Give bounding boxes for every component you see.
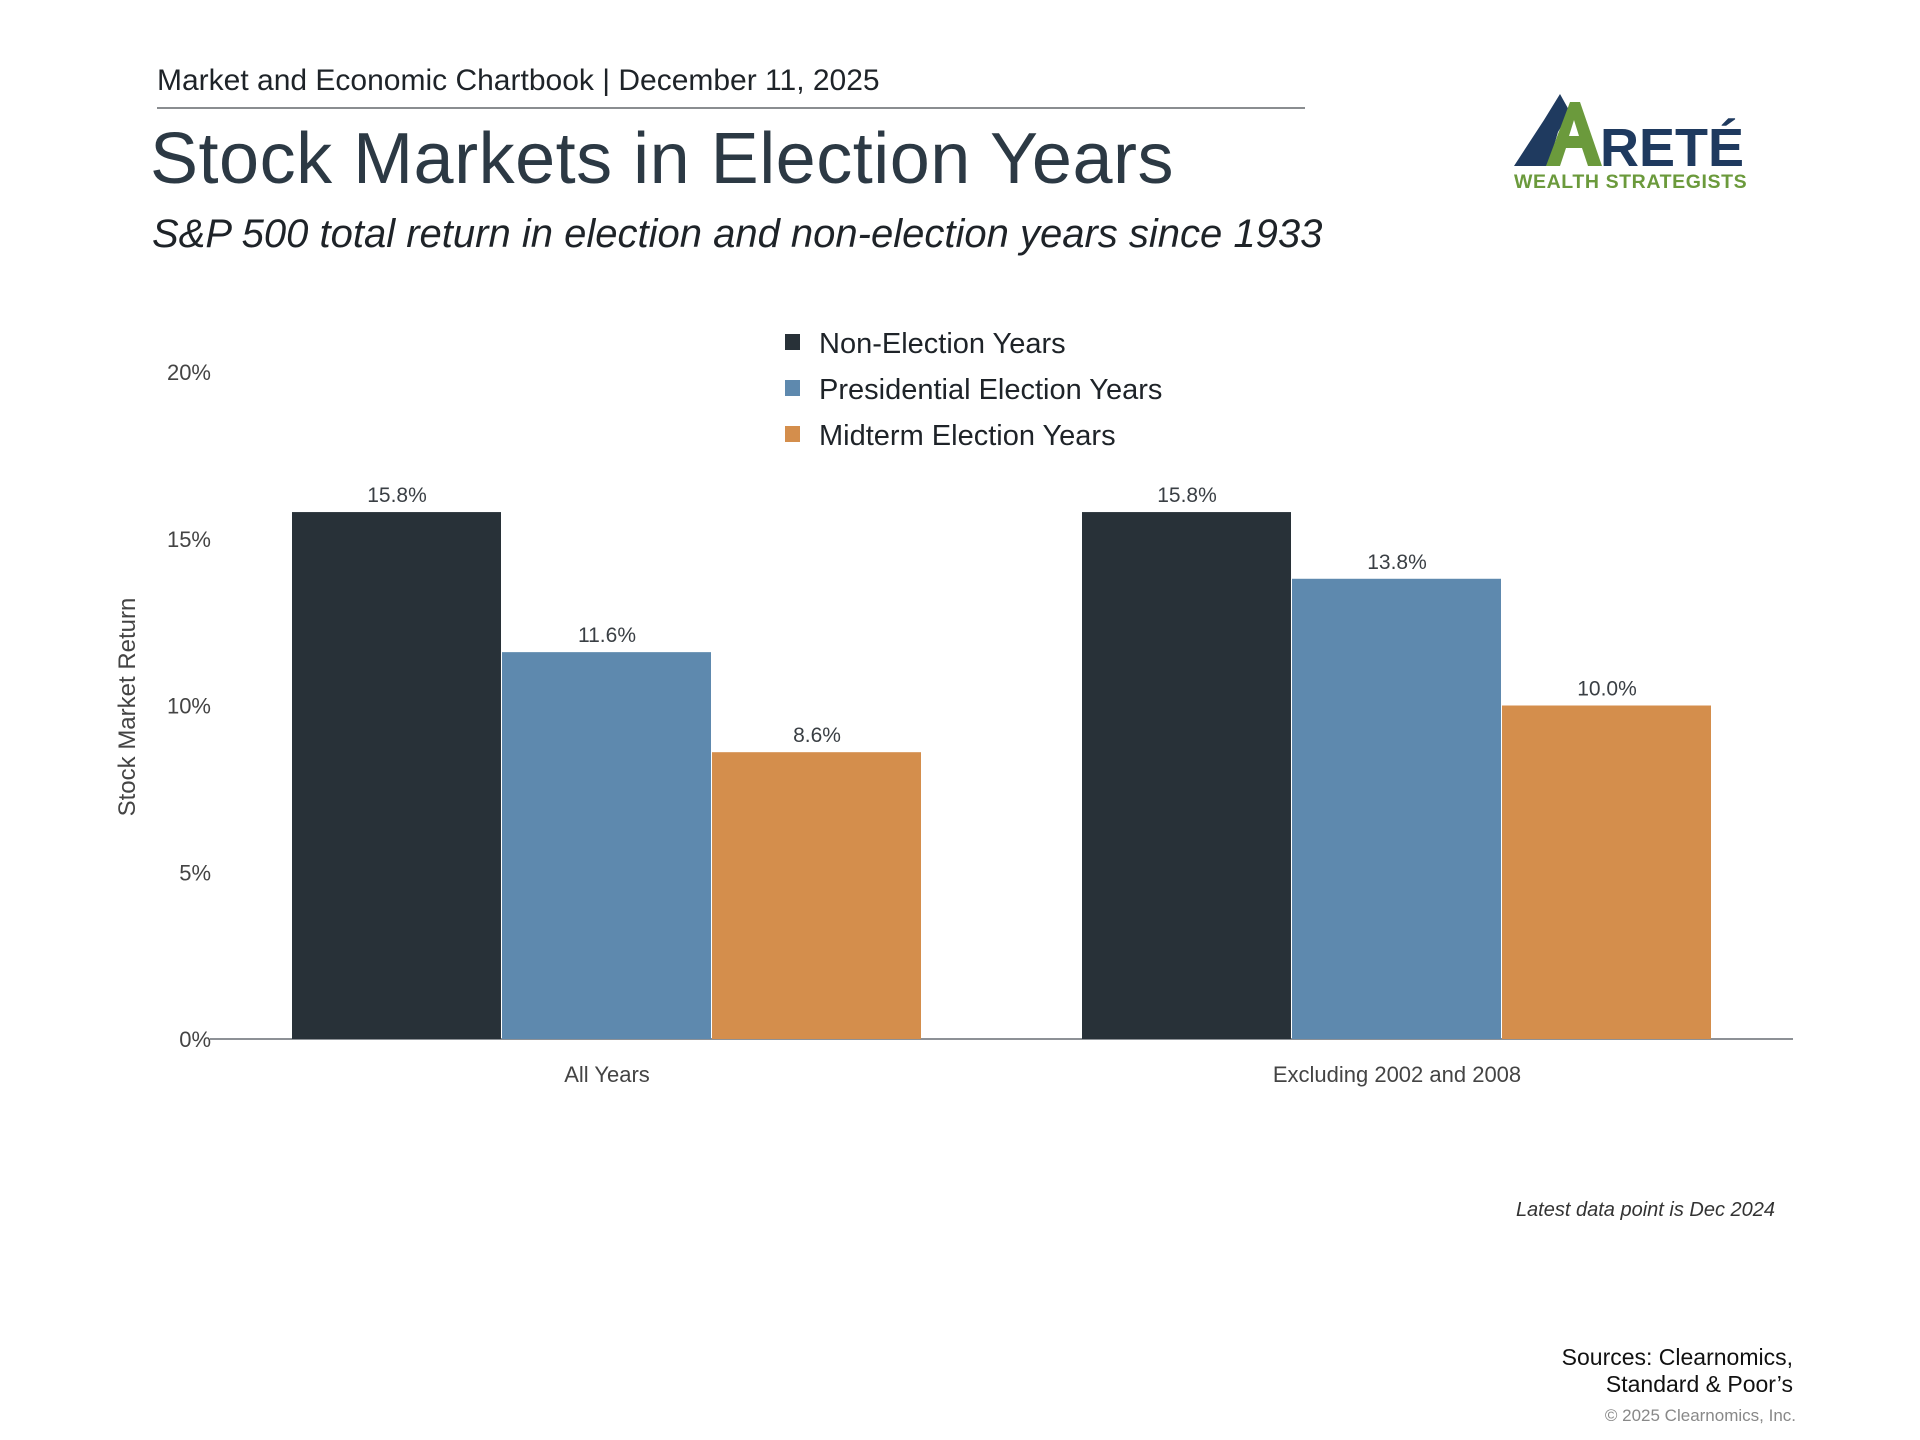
copyright: © 2025 Clearnomics, Inc. [1604, 1406, 1796, 1425]
logo-tagline: WEALTH STRATEGISTS [1514, 171, 1747, 193]
legend-label: Non-Election Years [819, 328, 1066, 360]
bar [1292, 578, 1501, 1039]
legend-swatch [785, 334, 800, 350]
x-category-label: All Years [564, 1062, 650, 1087]
y-tick-label: 0% [179, 1027, 211, 1052]
page-subtitle: S&P 500 total return in election and non… [152, 212, 1323, 256]
chart-legend: Non-Election Years Presidential Election … [785, 328, 1162, 452]
header-line: Market and Economic Chartbook | December… [157, 64, 880, 97]
legend-label: Midterm Election Years [819, 420, 1116, 452]
bar-value-label: 11.6% [578, 624, 636, 647]
y-tick-label: 10% [167, 694, 211, 719]
header-rule [157, 107, 1305, 109]
legend-swatch [785, 426, 800, 442]
bar-value-label: 13.8% [1367, 551, 1427, 574]
y-tick-label: 15% [167, 527, 211, 552]
data-footnote: Latest data point is Dec 2024 [1515, 1199, 1775, 1221]
y-axis-label: Stock Market Return [114, 598, 141, 817]
bar-value-label: 10.0% [1577, 678, 1637, 701]
logo-mountain-icon [1514, 94, 1570, 166]
chart-bars: 15.8% 11.6% 8.6% 15.8% 13.8% 10.0% [292, 484, 1711, 1039]
bar [1082, 512, 1291, 1039]
sources: Sources: Clearnomics, Standard & Poor’s [1561, 1344, 1793, 1397]
x-category-label: Excluding 2002 and 2008 [1273, 1062, 1521, 1087]
logo-name: RETÉ [1600, 118, 1744, 178]
bar [292, 512, 501, 1039]
y-tick-label: 5% [179, 860, 211, 885]
bar-value-label: 8.6% [793, 724, 841, 747]
legend-swatch [785, 380, 800, 396]
page-title: Stock Markets in Election Years [150, 119, 1174, 199]
legend-label: Presidential Election Years [819, 374, 1162, 406]
y-axis: 0% 5% 10% 15% 20% Stock Market Return [114, 360, 1793, 1052]
bar-value-label: 15.8% [367, 484, 427, 507]
bar [712, 752, 921, 1039]
logo: RETÉ WEALTH STRATEGISTS [1514, 94, 1747, 193]
x-axis: All Years Excluding 2002 and 2008 [564, 1062, 1521, 1087]
y-tick-label: 20% [167, 360, 211, 385]
bar-value-label: 15.8% [1157, 484, 1217, 507]
logo-a-icon [1546, 102, 1602, 166]
bar [502, 652, 711, 1039]
bar [1502, 705, 1711, 1039]
